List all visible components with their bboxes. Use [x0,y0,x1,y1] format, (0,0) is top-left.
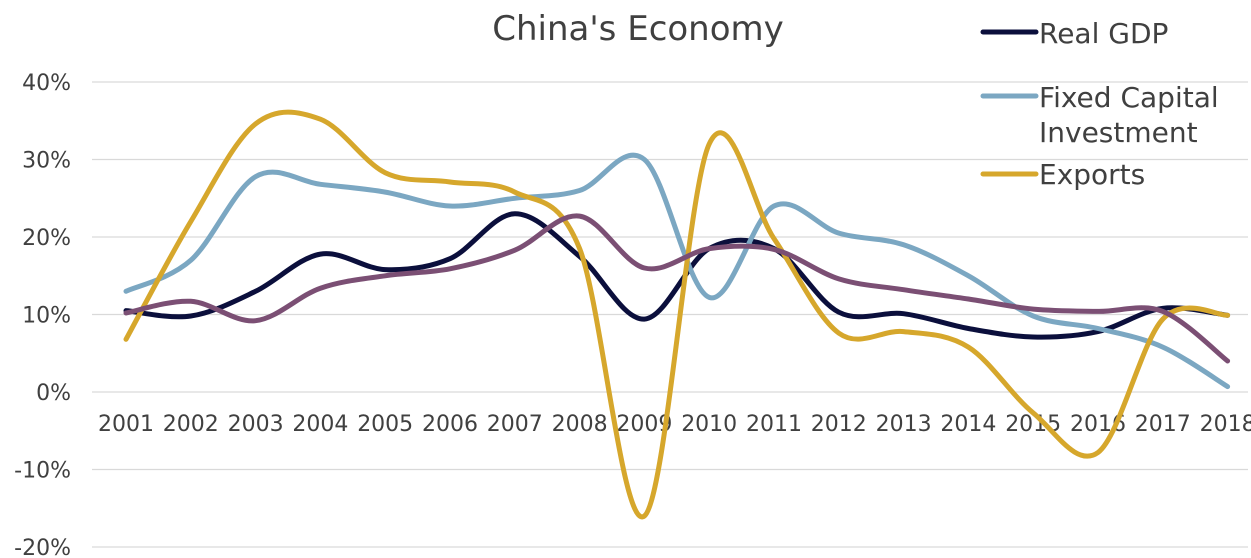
x-tick-label: 2005 [357,412,413,437]
x-tick-label: 2010 [681,412,737,437]
x-tick-label: 2008 [552,412,608,437]
gridlines [92,81,1248,548]
x-tick-label: 2004 [292,412,348,437]
legend-label: Exports [1039,158,1145,191]
x-tick-label: 2006 [422,412,478,437]
x-tick-label: 2007 [487,412,543,437]
x-tick-label: 2011 [746,412,802,437]
series-line-4 [123,213,1231,364]
x-tick-label: 2017 [1135,412,1191,437]
chart-title: China's Economy [492,9,784,49]
y-tick-label: 0% [36,381,71,406]
y-axis-labels: 40% 30% 20% 10% 0% -10% -20% [14,71,71,558]
series-line-3 [123,109,1231,520]
x-tick-label: 2018 [1200,412,1251,437]
x-tick-label: 2012 [811,412,867,437]
y-tick-label: -20% [14,536,71,558]
legend-label: Real GDP [1039,17,1168,50]
y-tick-label: 40% [22,71,71,96]
x-tick-label: 2014 [940,412,996,437]
y-tick-label: 20% [22,226,71,251]
legend-label: Fixed Capital Investment [1039,81,1219,149]
x-tick-label: 2013 [876,412,932,437]
y-tick-label: 10% [22,304,71,329]
y-tick-label: -10% [14,459,71,484]
x-tick-label: 2002 [163,412,219,437]
series-line-1 [123,211,1231,340]
series-lines [123,109,1231,520]
x-axis-labels: 2001 2002 2003 2004 2005 2006 2007 2008 2009 2010… [98,412,1251,437]
legend: Real GDP Fixed Capital Investment Exports [980,17,1219,191]
x-tick-label: 2001 [98,412,154,437]
x-tick-label: 2003 [228,412,284,437]
series-line-2 [123,152,1231,390]
y-tick-label: 30% [22,149,71,174]
